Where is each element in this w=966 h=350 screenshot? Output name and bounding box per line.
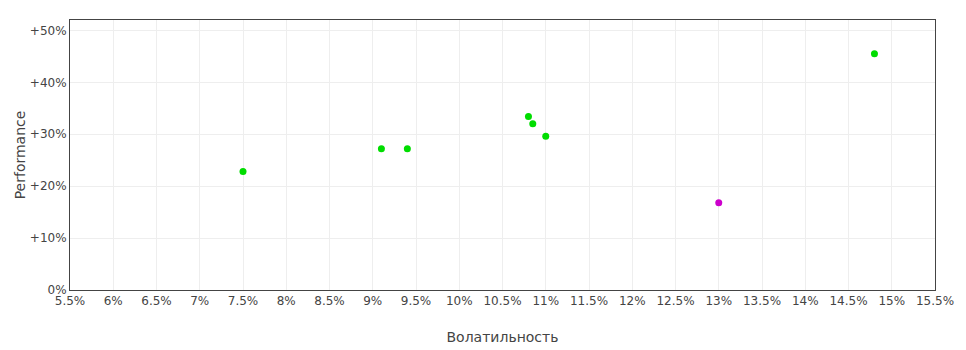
svg-text:12%: 12% [619, 294, 646, 308]
svg-text:8%: 8% [277, 294, 296, 308]
svg-text:7%: 7% [190, 294, 209, 308]
svg-text:7.5%: 7.5% [228, 294, 259, 308]
svg-text:15.5%: 15.5% [916, 294, 954, 308]
svg-text:10.5%: 10.5% [483, 294, 521, 308]
svg-text:15%: 15% [878, 294, 905, 308]
svg-text:0%: 0% [48, 283, 67, 297]
svg-text:9%: 9% [363, 294, 382, 308]
svg-text:Волатильность: Волатильность [447, 329, 559, 345]
svg-text:9.5%: 9.5% [401, 294, 432, 308]
svg-text:14.5%: 14.5% [829, 294, 867, 308]
svg-text:11.5%: 11.5% [570, 294, 608, 308]
svg-text:13.5%: 13.5% [743, 294, 781, 308]
svg-text:5.5%: 5.5% [55, 294, 86, 308]
svg-text:10%: 10% [446, 294, 473, 308]
svg-text:12.5%: 12.5% [656, 294, 694, 308]
svg-text:+30%: +30% [30, 127, 67, 141]
svg-text:6%: 6% [104, 294, 123, 308]
svg-text:13%: 13% [705, 294, 732, 308]
svg-text:6.5%: 6.5% [141, 294, 172, 308]
svg-text:+40%: +40% [30, 76, 67, 90]
svg-text:Performance: Performance [12, 111, 28, 200]
svg-text:11%: 11% [532, 294, 559, 308]
svg-text:+50%: +50% [30, 24, 67, 38]
svg-text:+20%: +20% [30, 179, 67, 193]
svg-text:14%: 14% [792, 294, 819, 308]
svg-text:+10%: +10% [30, 231, 67, 245]
svg-text:8.5%: 8.5% [314, 294, 345, 308]
